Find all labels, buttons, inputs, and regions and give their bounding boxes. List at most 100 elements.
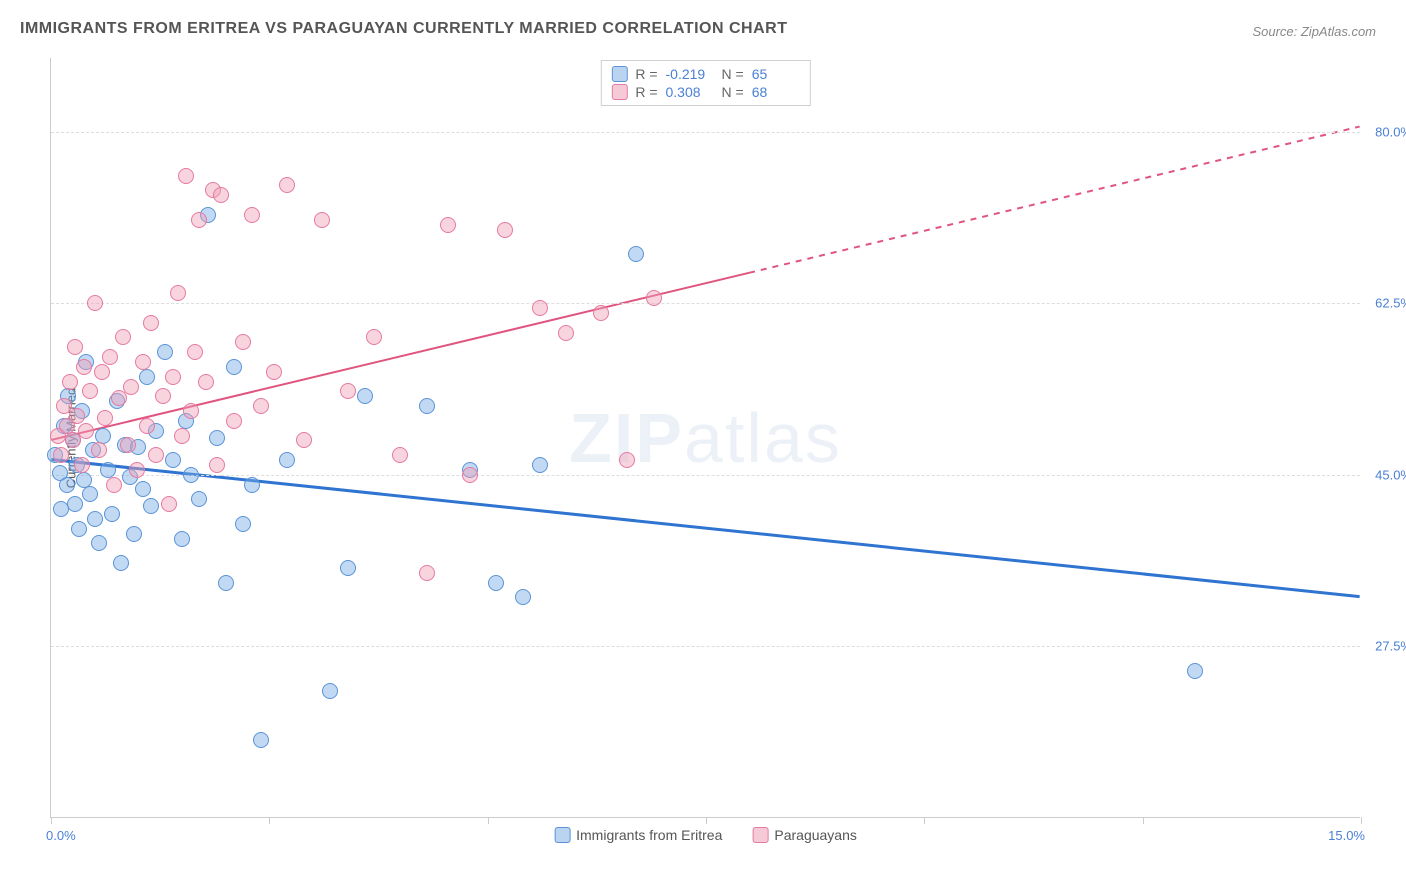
scatter-point-paraguayan xyxy=(161,496,177,512)
scatter-point-paraguayan xyxy=(178,168,194,184)
scatter-point-eritrea xyxy=(253,732,269,748)
gridline xyxy=(51,475,1360,476)
scatter-point-paraguayan xyxy=(53,447,69,463)
legend-label-paraguayan: Paraguayans xyxy=(774,827,857,843)
scatter-point-eritrea xyxy=(218,575,234,591)
plot-area: ZIPatlas Currently Married R = -0.219 N … xyxy=(50,58,1360,818)
scatter-point-eritrea xyxy=(100,462,116,478)
r-label: R = xyxy=(635,66,657,82)
scatter-point-eritrea xyxy=(191,491,207,507)
scatter-point-paraguayan xyxy=(174,428,190,444)
scatter-point-eritrea xyxy=(95,428,111,444)
watermark-light: atlas xyxy=(684,399,842,477)
scatter-point-paraguayan xyxy=(198,374,214,390)
scatter-point-eritrea xyxy=(139,369,155,385)
chart-title: IMMIGRANTS FROM ERITREA VS PARAGUAYAN CU… xyxy=(20,20,788,38)
n-value-paraguayan: 68 xyxy=(752,84,800,100)
x-tick xyxy=(488,817,489,824)
scatter-point-paraguayan xyxy=(91,442,107,458)
scatter-point-eritrea xyxy=(71,521,87,537)
scatter-point-paraguayan xyxy=(366,329,382,345)
scatter-point-paraguayan xyxy=(78,423,94,439)
scatter-point-paraguayan xyxy=(187,344,203,360)
scatter-point-paraguayan xyxy=(120,437,136,453)
scatter-point-paraguayan xyxy=(266,364,282,380)
scatter-point-paraguayan xyxy=(67,339,83,355)
gridline xyxy=(51,646,1360,647)
scatter-point-eritrea xyxy=(515,589,531,605)
scatter-point-paraguayan xyxy=(235,334,251,350)
scatter-point-eritrea xyxy=(235,516,251,532)
x-tick xyxy=(924,817,925,824)
legend-swatch-paraguayan xyxy=(752,827,768,843)
scatter-point-paraguayan xyxy=(209,457,225,473)
scatter-point-eritrea xyxy=(143,498,159,514)
scatter-point-paraguayan xyxy=(165,369,181,385)
scatter-point-paraguayan xyxy=(106,477,122,493)
scatter-point-eritrea xyxy=(174,531,190,547)
legend-label-eritrea: Immigrants from Eritrea xyxy=(576,827,722,843)
x-tick xyxy=(1143,817,1144,824)
scatter-point-eritrea xyxy=(532,457,548,473)
scatter-point-eritrea xyxy=(135,481,151,497)
scatter-point-eritrea xyxy=(157,344,173,360)
scatter-point-paraguayan xyxy=(279,177,295,193)
scatter-point-paraguayan xyxy=(593,305,609,321)
y-tick-label: 27.5% xyxy=(1375,639,1406,654)
scatter-point-paraguayan xyxy=(135,354,151,370)
scatter-point-eritrea xyxy=(488,575,504,591)
scatter-point-eritrea xyxy=(209,430,225,446)
x-tick xyxy=(269,817,270,824)
trendline-paraguayan xyxy=(51,273,749,440)
scatter-point-paraguayan xyxy=(213,187,229,203)
scatter-point-paraguayan xyxy=(123,379,139,395)
scatter-point-paraguayan xyxy=(226,413,242,429)
scatter-point-eritrea xyxy=(628,246,644,262)
scatter-point-eritrea xyxy=(279,452,295,468)
scatter-point-paraguayan xyxy=(87,295,103,311)
scatter-point-paraguayan xyxy=(143,315,159,331)
scatter-point-eritrea xyxy=(1187,663,1203,679)
swatch-eritrea xyxy=(611,66,627,82)
trend-lines-svg xyxy=(51,58,1360,817)
scatter-point-paraguayan xyxy=(392,447,408,463)
scatter-point-paraguayan xyxy=(115,329,131,345)
n-label: N = xyxy=(722,66,744,82)
y-tick-label: 80.0% xyxy=(1375,124,1406,139)
scatter-point-eritrea xyxy=(91,535,107,551)
y-tick-label: 62.5% xyxy=(1375,296,1406,311)
gridline xyxy=(51,132,1360,133)
scatter-point-paraguayan xyxy=(94,364,110,380)
scatter-point-paraguayan xyxy=(440,217,456,233)
scatter-point-paraguayan xyxy=(82,383,98,399)
legend-swatch-eritrea xyxy=(554,827,570,843)
scatter-point-paraguayan xyxy=(497,222,513,238)
scatter-point-eritrea xyxy=(322,683,338,699)
scatter-point-eritrea xyxy=(104,506,120,522)
scatter-point-paraguayan xyxy=(646,290,662,306)
r-value-paraguayan: 0.308 xyxy=(666,84,714,100)
scatter-point-paraguayan xyxy=(619,452,635,468)
scatter-point-eritrea xyxy=(419,398,435,414)
stats-legend-box: R = -0.219 N = 65 R = 0.308 N = 68 xyxy=(600,60,810,106)
gridline xyxy=(51,303,1360,304)
x-axis-min-label: 0.0% xyxy=(46,828,76,843)
source-attribution: Source: ZipAtlas.com xyxy=(1252,24,1376,39)
stats-row-eritrea: R = -0.219 N = 65 xyxy=(611,65,799,83)
scatter-point-eritrea xyxy=(340,560,356,576)
scatter-point-paraguayan xyxy=(139,418,155,434)
scatter-point-paraguayan xyxy=(76,359,92,375)
scatter-point-paraguayan xyxy=(419,565,435,581)
x-tick xyxy=(51,817,52,824)
x-tick xyxy=(706,817,707,824)
scatter-point-paraguayan xyxy=(170,285,186,301)
swatch-paraguayan xyxy=(611,84,627,100)
scatter-point-eritrea xyxy=(76,472,92,488)
scatter-point-paraguayan xyxy=(62,374,78,390)
scatter-point-paraguayan xyxy=(191,212,207,228)
scatter-point-paraguayan xyxy=(97,410,113,426)
scatter-point-eritrea xyxy=(87,511,103,527)
scatter-point-eritrea xyxy=(67,496,83,512)
scatter-point-paraguayan xyxy=(111,390,127,406)
scatter-point-paraguayan xyxy=(148,447,164,463)
